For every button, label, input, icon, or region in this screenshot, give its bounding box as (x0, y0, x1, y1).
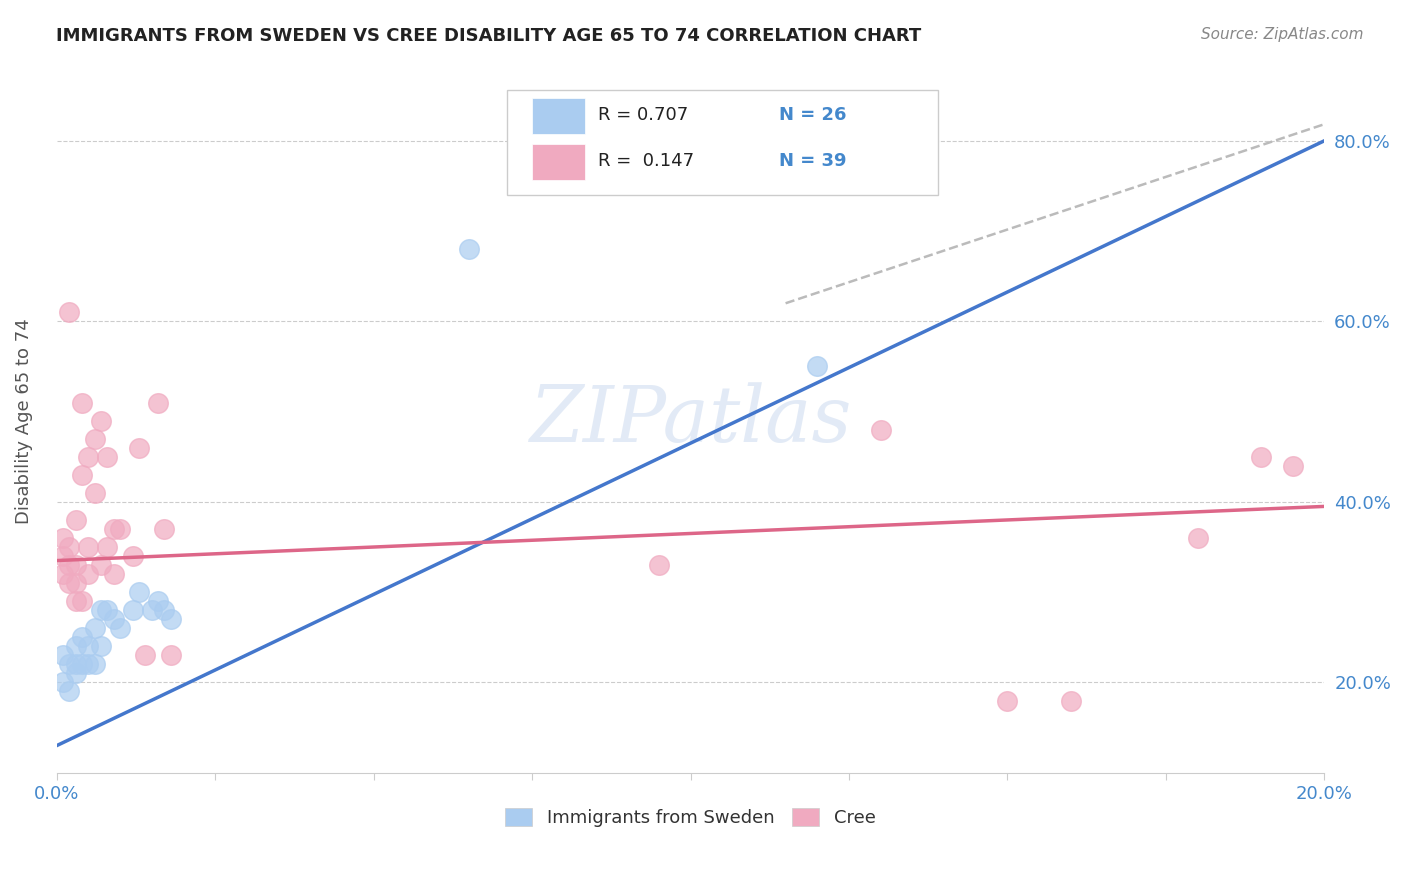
Point (90, 558, 112, 573)
Point (77, 567, 100, 582)
Point (103, 612, 125, 626)
Point (58, 305, 80, 319)
Point (65, 640, 87, 654)
Point (121, 549, 143, 563)
Point (121, 603, 143, 617)
Y-axis label: Disability Age 65 to 74: Disability Age 65 to 74 (15, 318, 32, 524)
Point (108, 621, 131, 635)
Point (90, 640, 112, 654)
Point (65, 558, 87, 573)
Point (58, 558, 80, 573)
Point (52, 675, 75, 690)
Text: N = 39: N = 39 (779, 153, 846, 170)
Point (70, 467, 93, 482)
FancyBboxPatch shape (531, 98, 585, 135)
Legend: Immigrants from Sweden, Cree: Immigrants from Sweden, Cree (498, 800, 883, 834)
Point (77, 657, 100, 672)
Point (96, 603, 118, 617)
Point (96, 540, 118, 554)
Text: IMMIGRANTS FROM SWEDEN VS CREE DISABILITY AGE 65 TO 74 CORRELATION CHART: IMMIGRANTS FROM SWEDEN VS CREE DISABILIT… (56, 27, 921, 45)
Point (128, 441, 150, 455)
Point (65, 594, 87, 608)
Point (58, 576, 80, 591)
Point (648, 558, 671, 573)
Point (70, 395, 93, 409)
Point (77, 540, 100, 554)
Point (83, 657, 105, 672)
Point (65, 666, 87, 681)
Point (65, 576, 87, 591)
Point (90, 414, 112, 428)
Point (457, 242, 479, 256)
Text: Source: ZipAtlas.com: Source: ZipAtlas.com (1201, 27, 1364, 42)
Point (52, 531, 75, 545)
Point (96, 450, 118, 464)
Point (159, 612, 181, 626)
Point (1187, 531, 1209, 545)
Text: ZIPatlas: ZIPatlas (529, 383, 852, 458)
Point (128, 585, 150, 599)
Text: R =  0.147: R = 0.147 (598, 153, 695, 170)
Point (70, 594, 93, 608)
Point (103, 522, 125, 536)
Point (52, 648, 75, 663)
Point (1060, 693, 1083, 707)
Point (77, 450, 100, 464)
Point (58, 540, 80, 554)
Point (146, 395, 169, 409)
Point (1250, 450, 1272, 464)
Point (146, 594, 169, 608)
Point (153, 603, 176, 617)
Point (83, 432, 105, 446)
Point (58, 684, 80, 698)
Point (134, 648, 156, 663)
FancyBboxPatch shape (531, 144, 585, 180)
Point (141, 603, 163, 617)
Point (159, 648, 181, 663)
Point (83, 621, 105, 635)
Point (77, 640, 100, 654)
Text: N = 26: N = 26 (779, 106, 846, 124)
Point (869, 423, 891, 437)
Point (65, 513, 87, 527)
Point (58, 657, 80, 672)
Point (108, 522, 131, 536)
Point (70, 657, 93, 672)
Point (90, 603, 112, 617)
Point (52, 549, 75, 563)
Point (70, 630, 93, 644)
Point (1281, 458, 1303, 473)
Text: R = 0.707: R = 0.707 (598, 106, 688, 124)
Point (153, 522, 176, 536)
Point (83, 486, 105, 500)
Point (806, 359, 828, 374)
Point (997, 693, 1019, 707)
FancyBboxPatch shape (506, 90, 938, 195)
Point (52, 567, 75, 582)
Point (65, 657, 87, 672)
Point (103, 567, 125, 582)
